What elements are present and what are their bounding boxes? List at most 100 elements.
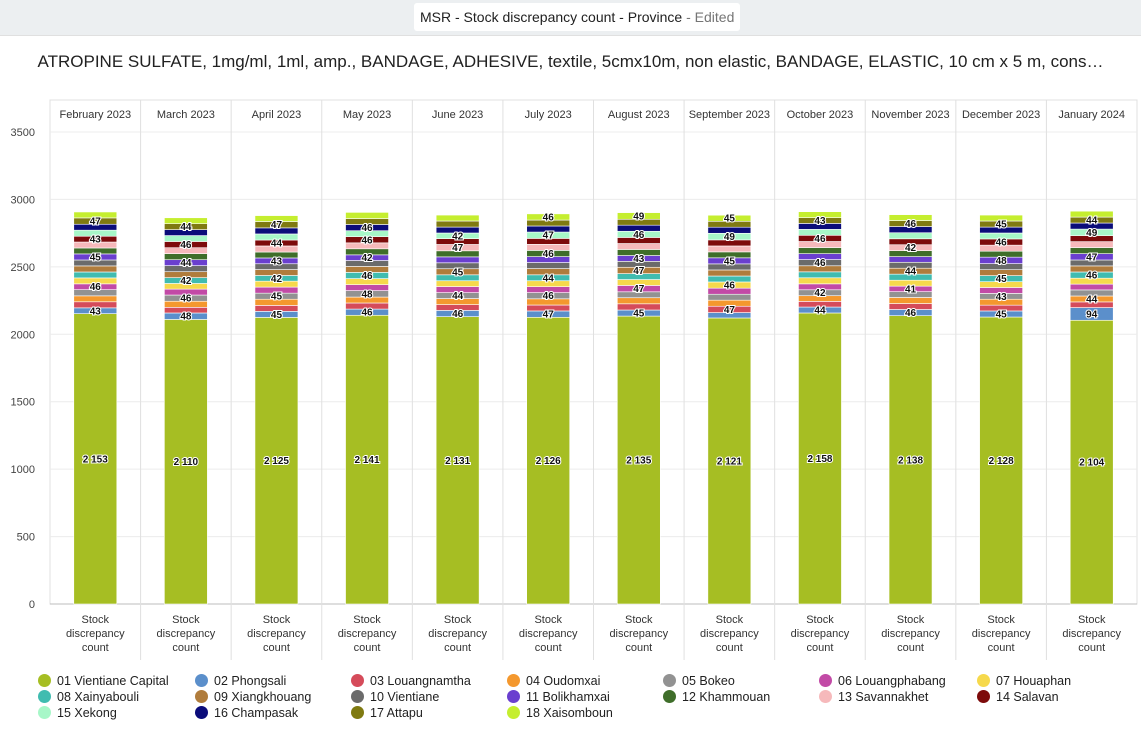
data-label: 46	[543, 212, 555, 223]
bar-segment	[435, 220, 480, 228]
x-category-label: Stock	[172, 614, 200, 626]
column-header: August 2023	[608, 109, 670, 121]
y-tick-label: 3500	[11, 127, 35, 139]
data-label: 45	[724, 256, 736, 267]
data-label: 2 153	[83, 454, 108, 465]
column-header: April 2023	[252, 109, 302, 121]
legend-label: 12 Khammouan	[682, 690, 771, 704]
bar-segment	[254, 215, 299, 222]
bar-segment	[707, 214, 752, 222]
legend-item[interactable]: 01 Vientiane Capital	[38, 673, 169, 689]
data-label: 44	[452, 291, 464, 302]
y-tick-label: 2500	[11, 262, 35, 274]
x-category-label: count	[444, 642, 471, 654]
legend-item[interactable]: 17 Attapu	[351, 705, 423, 721]
y-tick-label: 500	[17, 532, 35, 544]
legend-item[interactable]: 16 Champasak	[195, 705, 298, 721]
legend-item[interactable]: 14 Salavan	[977, 689, 1059, 705]
data-label: 42	[905, 243, 917, 254]
x-category-label: Stock	[987, 614, 1015, 626]
data-label: 2 141	[355, 455, 380, 466]
x-category-label: discrepancy	[700, 628, 759, 640]
legend-item[interactable]: 11 Bolikhamxai	[507, 689, 610, 705]
x-category-label: Stock	[534, 614, 562, 626]
legend-label: 08 Xainyabouli	[57, 690, 140, 704]
legend-item[interactable]: 03 Louangnamtha	[351, 673, 471, 689]
legend-item[interactable]: 06 Louangphabang	[819, 673, 946, 689]
data-label: 46	[180, 294, 192, 305]
data-label: 44	[1086, 216, 1098, 227]
legend-item[interactable]: 04 Oudomxai	[507, 673, 600, 689]
bar-segment	[979, 316, 1023, 605]
legend-item[interactable]: 15 Xekong	[38, 705, 117, 721]
legend-swatch	[507, 674, 520, 687]
bar-segment	[616, 212, 661, 220]
bar-segment	[798, 211, 842, 218]
data-label: 2 138	[898, 455, 923, 466]
bar-segment	[1069, 283, 1114, 291]
data-label: 42	[180, 276, 192, 287]
legend-swatch	[38, 690, 51, 703]
data-label: 46	[361, 308, 373, 319]
legend-label: 04 Oudomxai	[526, 674, 601, 688]
data-label: 48	[361, 289, 373, 300]
y-tick-label: 3000	[11, 194, 35, 206]
column-header: October 2023	[787, 109, 854, 121]
legend-item[interactable]: 02 Phongsali	[195, 673, 286, 689]
x-category-label: discrepancy	[338, 628, 397, 640]
data-label: 46	[996, 238, 1008, 249]
data-label: 2 135	[626, 456, 651, 467]
bar-segment	[888, 256, 933, 263]
legend-item[interactable]: 18 Xaisomboun	[507, 705, 613, 721]
x-category-label: discrepancy	[609, 628, 668, 640]
legend-item[interactable]: 08 Xainyabouli	[38, 689, 139, 705]
bar-segment	[345, 212, 389, 219]
data-label: 2 158	[807, 454, 832, 465]
column-header: May 2023	[343, 109, 391, 121]
legend-label: 14 Salavan	[996, 690, 1059, 704]
legend-item[interactable]: 12 Khammouan	[663, 689, 770, 705]
legend-item[interactable]: 13 Savannakhet	[819, 689, 928, 705]
x-category-label: count	[1078, 642, 1105, 654]
legend-label: 09 Xiangkhouang	[214, 690, 312, 704]
data-label: 45	[452, 267, 464, 278]
data-label: 2 121	[717, 456, 742, 467]
data-label: 45	[271, 292, 283, 303]
legend-label: 17 Attapu	[370, 706, 423, 720]
legend-swatch	[195, 706, 208, 719]
bar-segment	[73, 295, 118, 303]
data-label: 44	[814, 306, 826, 317]
data-label: 47	[452, 243, 464, 254]
legend-swatch	[977, 674, 990, 687]
column-header: November 2023	[871, 109, 949, 121]
bar-segment	[1069, 210, 1114, 218]
data-label: 45	[996, 220, 1008, 231]
column-header: June 2023	[432, 109, 483, 121]
x-category-label: Stock	[82, 614, 110, 626]
legend-item[interactable]: 07 Houaphan	[977, 673, 1071, 689]
column-header: March 2023	[157, 109, 215, 121]
legend-item[interactable]: 10 Vientiane	[351, 689, 439, 705]
edited-status: - Edited	[682, 9, 735, 25]
data-label: 44	[1086, 294, 1098, 305]
x-category-label: count	[897, 642, 924, 654]
x-category-label: discrepancy	[519, 628, 578, 640]
dashboard-item-title[interactable]: MSR - Stock discrepancy count - Province…	[414, 3, 741, 31]
x-category-label: count	[172, 642, 199, 654]
data-label: 47	[633, 266, 645, 277]
data-label: 44	[905, 267, 917, 278]
x-category-label: count	[625, 642, 652, 654]
x-category-label: Stock	[353, 614, 381, 626]
legend-swatch	[195, 690, 208, 703]
bar-segment	[616, 243, 661, 250]
legend-item[interactable]: 09 Xiangkhouang	[195, 689, 311, 705]
data-label: 44	[543, 273, 555, 284]
data-label: 45	[271, 310, 283, 321]
legend-label: 07 Houaphan	[996, 674, 1072, 688]
bar-segment	[526, 262, 571, 269]
legend-item[interactable]: 05 Bokeo	[663, 673, 735, 689]
data-label: 46	[905, 308, 917, 319]
top-bar: MSR - Stock discrepancy count - Province…	[0, 0, 1141, 36]
legend-swatch	[351, 674, 364, 687]
data-label: 45	[90, 252, 102, 263]
